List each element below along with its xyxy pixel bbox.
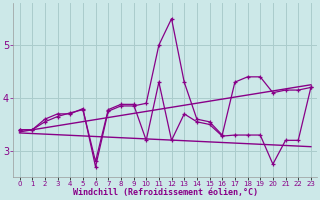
X-axis label: Windchill (Refroidissement éolien,°C): Windchill (Refroidissement éolien,°C): [73, 188, 258, 197]
